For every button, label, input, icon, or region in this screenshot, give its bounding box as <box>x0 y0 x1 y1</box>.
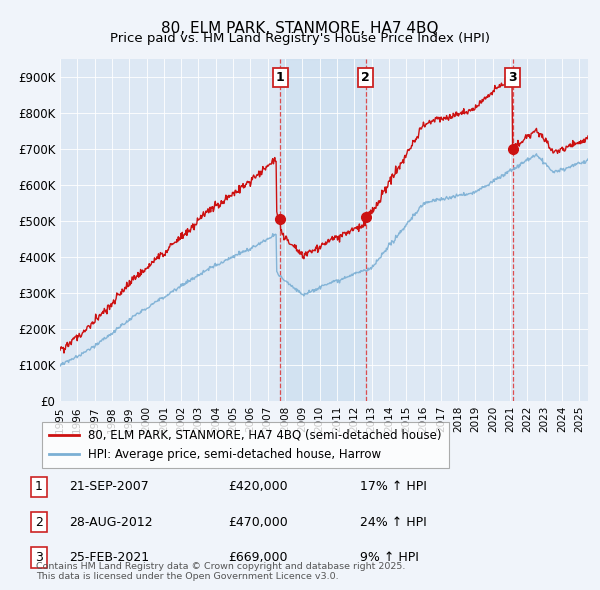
Legend: 80, ELM PARK, STANMORE, HA7 4BQ (semi-detached house), HPI: Average price, semi-: 80, ELM PARK, STANMORE, HA7 4BQ (semi-de… <box>42 422 449 468</box>
Text: 9% ↑ HPI: 9% ↑ HPI <box>360 551 419 564</box>
Text: 1: 1 <box>276 71 284 84</box>
Text: 17% ↑ HPI: 17% ↑ HPI <box>360 480 427 493</box>
Text: 80, ELM PARK, STANMORE, HA7 4BQ: 80, ELM PARK, STANMORE, HA7 4BQ <box>161 21 439 35</box>
Text: 3: 3 <box>35 551 43 564</box>
Text: 21-SEP-2007: 21-SEP-2007 <box>69 480 149 493</box>
Bar <box>280 59 366 401</box>
Text: 25-FEB-2021: 25-FEB-2021 <box>69 551 149 564</box>
Text: £669,000: £669,000 <box>228 551 287 564</box>
Text: 28-AUG-2012: 28-AUG-2012 <box>69 516 152 529</box>
Text: 2: 2 <box>361 71 370 84</box>
Text: 2: 2 <box>35 516 43 529</box>
Text: 3: 3 <box>508 71 517 84</box>
Text: £470,000: £470,000 <box>228 516 288 529</box>
Text: Contains HM Land Registry data © Crown copyright and database right 2025.
This d: Contains HM Land Registry data © Crown c… <box>36 562 406 581</box>
Text: 24% ↑ HPI: 24% ↑ HPI <box>360 516 427 529</box>
Text: Price paid vs. HM Land Registry's House Price Index (HPI): Price paid vs. HM Land Registry's House … <box>110 32 490 45</box>
Text: £420,000: £420,000 <box>228 480 287 493</box>
Text: 1: 1 <box>35 480 43 493</box>
